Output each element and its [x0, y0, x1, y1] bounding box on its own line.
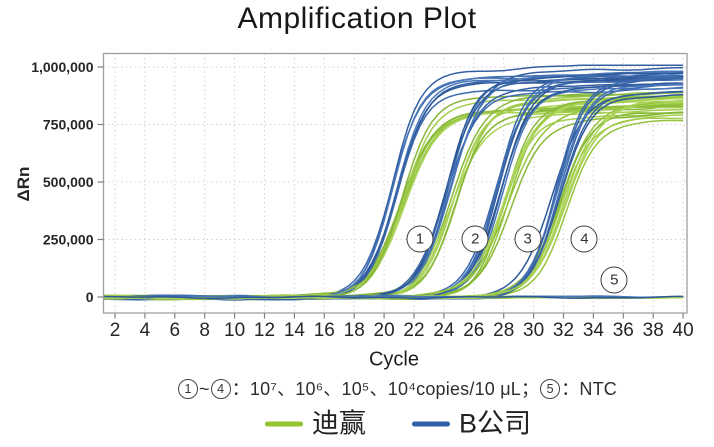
- x-tick-label: 16: [314, 320, 335, 341]
- x-tick-label: 36: [613, 320, 634, 341]
- y-tick-label: 0: [86, 289, 94, 305]
- circled-annotation-1: 1: [406, 225, 434, 253]
- x-tick-label: 14: [284, 320, 306, 341]
- y-tick-label: 250,000: [43, 232, 94, 248]
- amplification-curves: [104, 64, 684, 301]
- x-tick-label: 12: [254, 320, 275, 341]
- legend-swatch: [264, 421, 303, 427]
- y-tick-label: 1,000,000: [31, 59, 93, 75]
- legend-item: B公司: [411, 408, 532, 439]
- legend-item: 迪赢: [264, 408, 366, 439]
- amplification-curve-green-cluster2: [104, 91, 684, 299]
- ntc-curve-blue: [104, 295, 684, 299]
- x-tick-labels: 2 4 6 8 10 12 14 16 18 20 22 24 26 28 30 32 34 36 38 40: [110, 320, 694, 341]
- y-tick-labels: 0 250,000 500,000 750,000 1,000,000: [31, 59, 94, 305]
- caption-circled-number: 4: [210, 379, 231, 399]
- circled-annotation-3: 3: [514, 225, 542, 253]
- x-tick-label: 32: [553, 320, 574, 341]
- circled-annotation-5: 5: [600, 266, 628, 294]
- amplification-curve-green-cluster4: [104, 100, 684, 300]
- x-tick-label: 2: [110, 320, 121, 341]
- y-axis-title: ΔRn: [14, 166, 33, 202]
- amplification-curve-green-cluster3: [104, 96, 684, 300]
- amplification-curve-green-cluster2: [104, 94, 684, 301]
- chart-title: Amplification Plot: [237, 2, 477, 35]
- ntc-curve-blue: [104, 295, 684, 300]
- circled-annotation-4: 4: [570, 225, 598, 253]
- circled-annotation-2: 2: [461, 225, 489, 253]
- x-tick-label: 26: [463, 320, 484, 341]
- legend-swatch: [411, 421, 450, 427]
- x-tick-label: 40: [673, 320, 694, 341]
- x-tick-label: 28: [493, 320, 514, 341]
- amplification-curve-blue-cluster3: [104, 82, 684, 300]
- figure-caption: 1 ~4 ：10⁷、10⁶、10⁵、10⁴copies/10 μL； 5 ：NTC: [177, 375, 617, 401]
- x-tick-label: 38: [643, 320, 664, 341]
- legend-label: B公司: [458, 408, 532, 439]
- amplification-curve-green-cluster4: [104, 119, 684, 301]
- caption-circled-number: 5: [540, 379, 561, 399]
- y-tick-label: 750,000: [43, 117, 94, 133]
- plot-border: [102, 52, 688, 314]
- amplification-curve-green-cluster4: [104, 100, 684, 300]
- x-tick-label: 24: [433, 320, 455, 341]
- x-tick-label: 10: [224, 320, 245, 341]
- x-axis-title: Cycle: [368, 348, 420, 371]
- amplification-curve-blue-cluster4: [104, 90, 684, 299]
- caption-circled-number: 1: [178, 379, 199, 399]
- amplification-curve-green-cluster2: [104, 95, 684, 299]
- x-tick-label: 34: [583, 320, 605, 341]
- x-tick-label: 8: [199, 320, 210, 341]
- legend: 迪赢 B公司: [264, 408, 532, 439]
- amplification-curve-blue-cluster4: [104, 91, 684, 301]
- x-tick-label: 30: [523, 320, 544, 341]
- x-tick-label: 22: [403, 320, 424, 341]
- x-tick-label: 4: [140, 320, 151, 341]
- x-tick-label: 20: [374, 320, 395, 341]
- x-tick-label: 6: [170, 320, 181, 341]
- y-tick-label: 500,000: [43, 174, 94, 190]
- legend-label: 迪赢: [311, 408, 366, 439]
- axis-ticks: [97, 66, 684, 319]
- x-tick-label: 18: [344, 320, 365, 341]
